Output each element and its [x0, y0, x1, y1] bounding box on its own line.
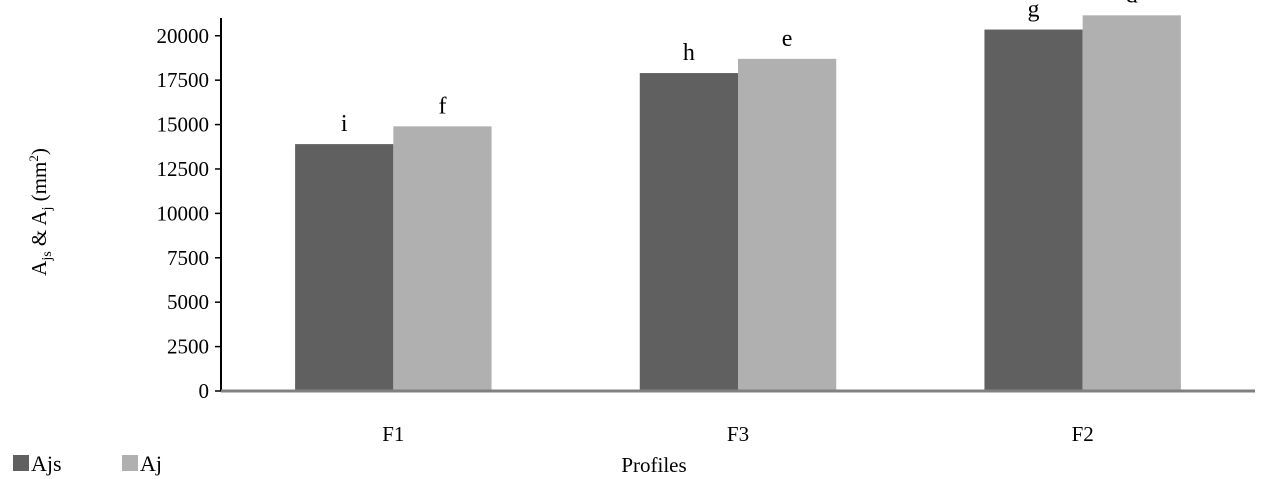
- data-label-ajs-f3: h: [683, 40, 695, 66]
- y-tick-label: 12500: [157, 157, 210, 181]
- bar-ajs-f1: [295, 144, 394, 391]
- y-axis-title-sub1: js: [40, 251, 55, 261]
- y-axis-title-a1: A: [27, 260, 51, 276]
- legend-label-ajs: Ajs: [31, 451, 62, 476]
- bar-ajs-f3: [639, 73, 738, 392]
- data-label-aj-f3: e: [782, 26, 793, 52]
- x-category-label: F2: [1072, 422, 1094, 446]
- y-axis-title-sup: 2: [26, 155, 41, 162]
- data-label-aj-f1: f: [438, 93, 446, 119]
- bar-aj-f2: [1082, 15, 1181, 391]
- data-label-ajs-f1: i: [341, 111, 348, 137]
- y-tick-label: 5000: [167, 290, 209, 314]
- y-axis-title-unit-close: ): [27, 148, 51, 155]
- y-axis-title-mid: & A: [27, 210, 51, 252]
- x-category-label: F1: [382, 422, 404, 446]
- y-axis-title-unit-open: (mm: [27, 162, 51, 207]
- y-axis-title: Ajs & Aj (mm2): [26, 148, 55, 276]
- data-label-aj-f2: d: [1126, 0, 1138, 8]
- legend-label-aj: Aj: [140, 451, 162, 476]
- legend-swatch-ajs: [13, 455, 29, 471]
- y-tick-label: 10000: [157, 201, 210, 225]
- y-tick-label: 7500: [167, 246, 209, 270]
- y-tick-label: 20000: [157, 24, 210, 48]
- bars-group: [295, 15, 1181, 392]
- x-labels-group: F1 F3 F2: [382, 422, 1094, 446]
- legend: Ajs Aj: [13, 451, 162, 476]
- data-label-ajs-f2: g: [1028, 0, 1040, 23]
- y-tick-label: 17500: [157, 68, 210, 92]
- bar-aj-f1: [393, 126, 492, 391]
- data-labels-group: i f h e g d: [341, 0, 1138, 137]
- y-axis-title-sub2: j: [40, 207, 55, 212]
- x-axis-title: Profiles: [621, 453, 686, 477]
- x-category-label: F3: [727, 422, 749, 446]
- y-ticks-group: 0 2500 5000 7500 10000 12500 15000 17500 20000: [157, 24, 221, 403]
- y-tick-label: 15000: [157, 113, 210, 137]
- y-tick-label: 2500: [167, 335, 209, 359]
- bar-ajs-f2: [984, 29, 1083, 392]
- legend-swatch-aj: [122, 455, 138, 471]
- y-tick-label: 0: [199, 379, 210, 403]
- bar-aj-f3: [738, 58, 837, 391]
